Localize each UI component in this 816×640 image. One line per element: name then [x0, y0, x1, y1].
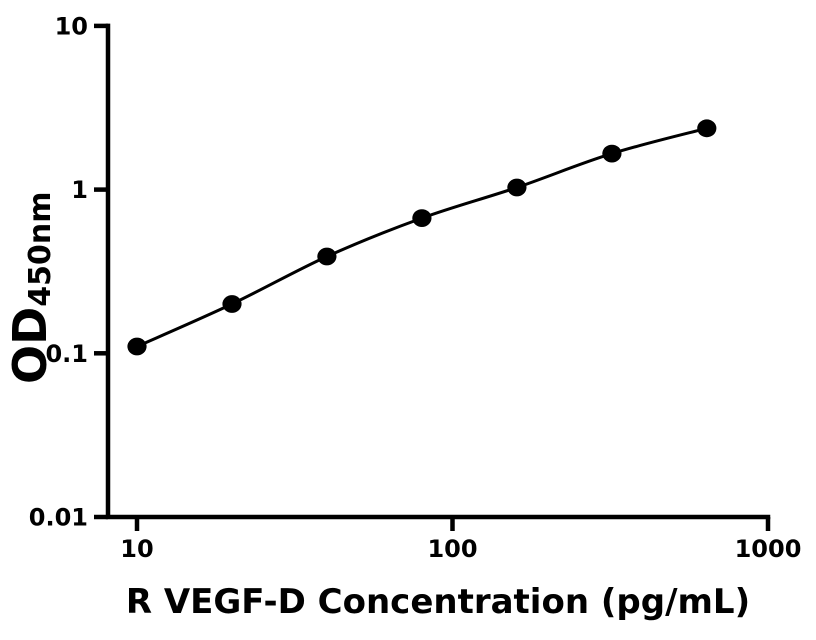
y-axis-title: OD450nm: [3, 191, 58, 384]
x-axis-title: R VEGF-D Concentration (pg/mL): [126, 582, 750, 622]
y-tick-label: 0.1: [45, 340, 88, 368]
data-point-marker: [127, 337, 147, 356]
y-tick-label: 0.01: [29, 504, 88, 532]
x-tick-label: 10: [120, 535, 153, 563]
data-point-marker: [602, 144, 622, 163]
x-tick-label: 100: [427, 535, 477, 563]
plot-series: [127, 119, 717, 356]
y-tick-label: 1: [71, 176, 88, 204]
data-point-marker: [697, 119, 717, 138]
tick-labels: 10 1 0.1 0.01 10 100 1000: [29, 12, 802, 563]
y-axis-title-sub: 450nm: [23, 191, 58, 306]
data-point-marker: [412, 209, 432, 228]
data-point-marker: [507, 178, 527, 197]
data-point-marker: [222, 295, 242, 313]
y-tick-label: 10: [55, 12, 88, 40]
y-axis-title-main: OD: [3, 307, 57, 384]
x-tick-label: 1000: [735, 535, 802, 563]
axes: [94, 23, 771, 531]
data-point-marker: [317, 247, 337, 266]
